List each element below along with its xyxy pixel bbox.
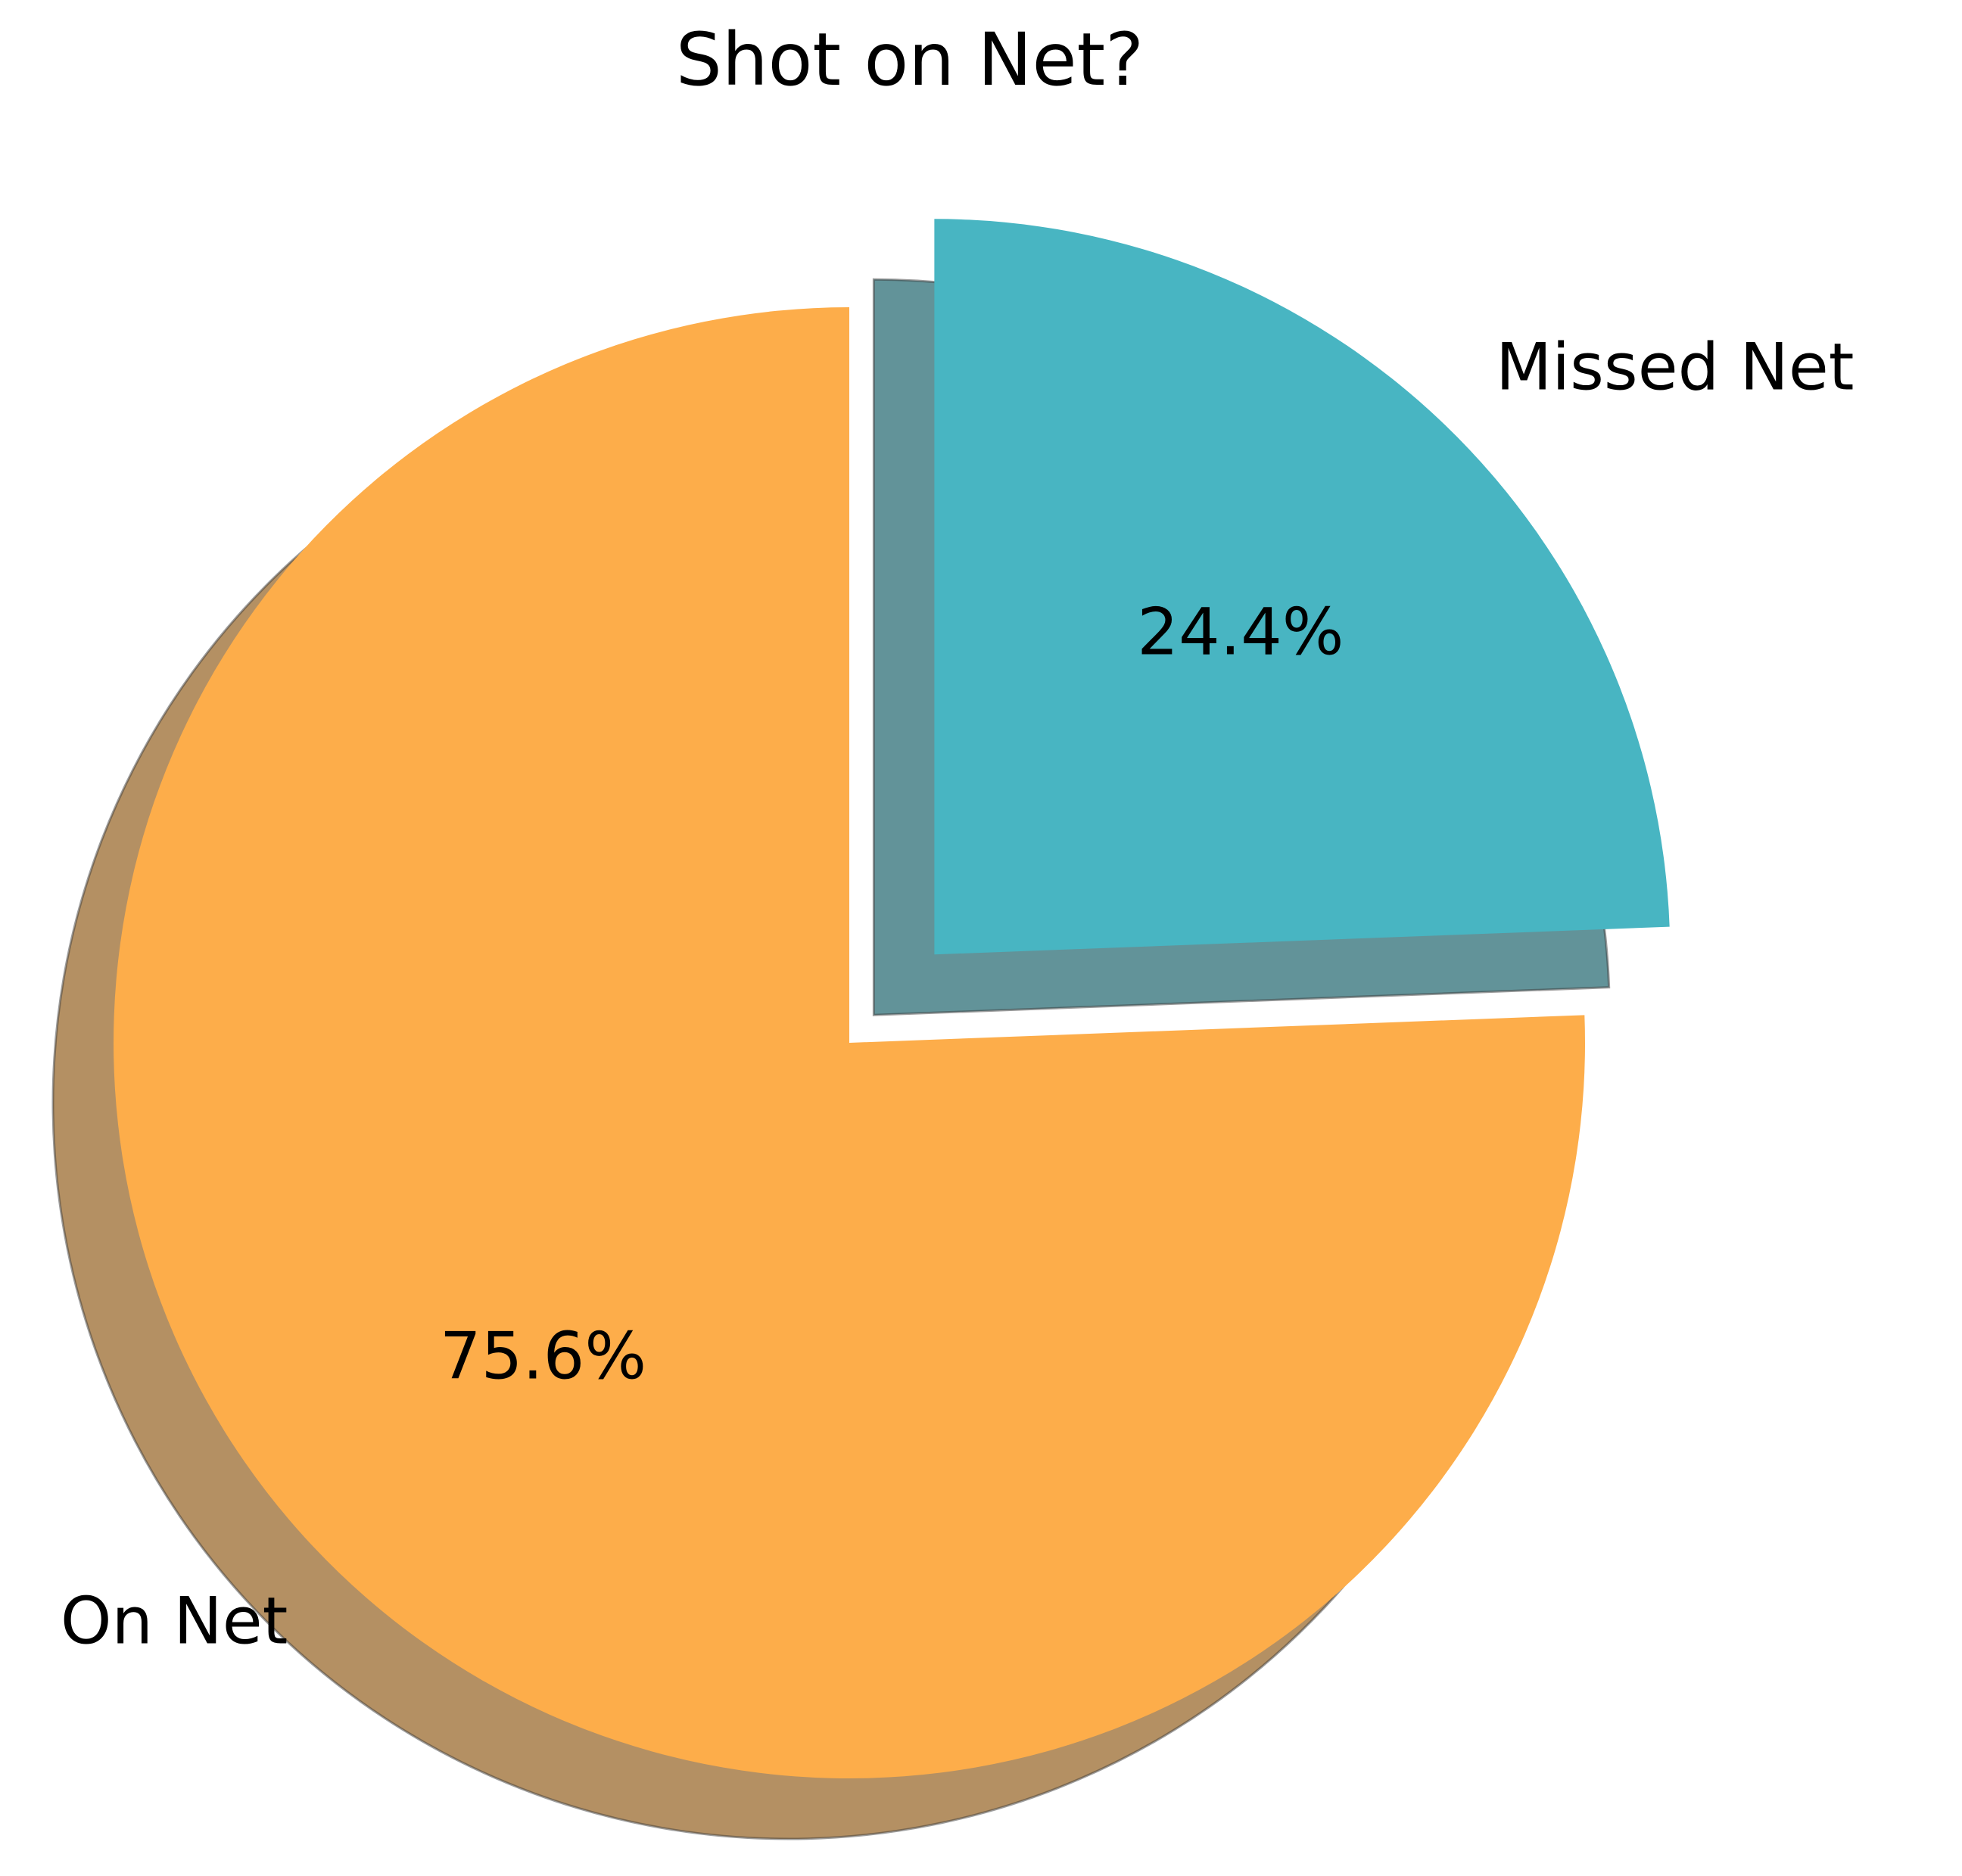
slice-label-on-net: On Net [61, 1584, 288, 1660]
slice-layer [113, 219, 1670, 1778]
slice-pct-label-on-net: 75.6% [440, 1319, 646, 1395]
slice-pct-label-missed-net: 24.4% [1137, 595, 1344, 670]
chart-title: Shot on Net? [676, 17, 1144, 102]
slice-missed-net [934, 219, 1670, 955]
label-layer: On Net 75.6% Missed Net 24.4% [61, 330, 1855, 1660]
slice-on-net [113, 307, 1586, 1778]
slice-label-missed-net: Missed Net [1496, 330, 1855, 406]
